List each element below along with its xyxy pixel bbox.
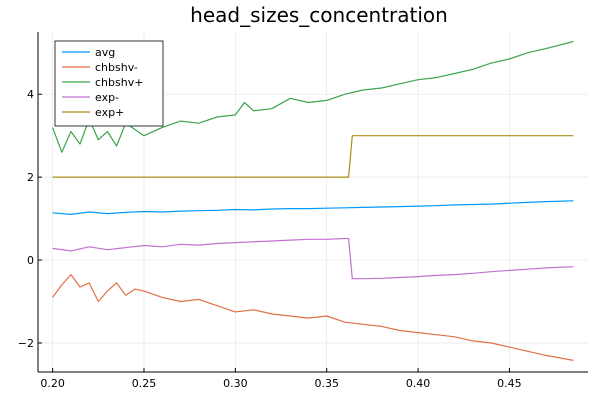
series-line-exp-	[52, 237, 574, 280]
series-line-avg	[52, 200, 574, 215]
y-tick-label: 2	[27, 171, 34, 184]
y-tick-label: 4	[27, 88, 34, 101]
chart-title: head_sizes_concentration	[190, 3, 448, 27]
y-tick-label: −2	[18, 337, 34, 350]
legend: avg chbshv-chbshv+ exp-exp+	[54, 40, 164, 127]
x-tick-label: 0.25	[132, 377, 157, 390]
x-tick-label: 0.20	[40, 377, 65, 390]
series-line-chbshv-	[52, 274, 574, 361]
legend-label-exp+: exp+	[95, 106, 124, 119]
x-tick-label: 0.45	[497, 377, 522, 390]
legend-label-exp-: exp-	[95, 91, 119, 104]
x-tick-label: 0.40	[406, 377, 431, 390]
y-tick-label: 0	[27, 254, 34, 267]
legend-label-avg: avg	[95, 46, 115, 59]
series-line-exp+	[52, 135, 574, 178]
series-layer	[52, 40, 574, 361]
series-line-chbshv+	[52, 40, 574, 153]
x-tick-label: 0.30	[223, 377, 248, 390]
legend-label-chbshv+: chbshv+	[95, 76, 143, 89]
x-tick-label: 0.35	[314, 377, 339, 390]
axes-layer: 0.20 0.25 0.30 0.35 0.40 0.45 −2 0 2 4	[18, 32, 588, 390]
legend-label-chbshv-: chbshv-	[95, 61, 138, 74]
